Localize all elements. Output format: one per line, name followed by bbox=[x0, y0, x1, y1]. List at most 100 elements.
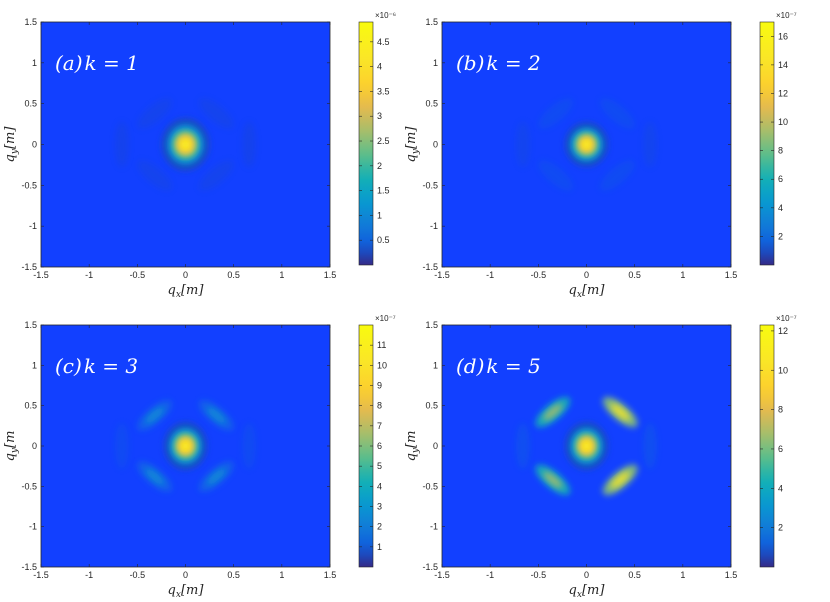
colorbar-tick-label: 8 bbox=[778, 146, 783, 156]
central-peak bbox=[565, 422, 608, 470]
colorbar-tick-label: 1 bbox=[377, 210, 382, 220]
colorbar-tick-label: 3 bbox=[377, 502, 382, 512]
colorbar bbox=[358, 21, 374, 266]
x-tick-label: 1 bbox=[680, 570, 685, 580]
y-axis-label: qy[m bbox=[3, 431, 20, 462]
x-tick-label: -0.5 bbox=[130, 570, 146, 580]
central-peak bbox=[161, 118, 210, 171]
x-tick-label: -0.5 bbox=[531, 570, 547, 580]
y-tick-label: -0.5 bbox=[422, 180, 438, 190]
ring-lobe bbox=[643, 121, 657, 168]
colorbar-tick-label: 6 bbox=[778, 174, 783, 184]
ring-lobe bbox=[137, 400, 172, 431]
colorbar-tick-label: 1 bbox=[377, 542, 382, 552]
x-tick-label: 0 bbox=[183, 270, 188, 280]
y-tick-label: -1.5 bbox=[422, 262, 438, 272]
y-tick-label: -0.5 bbox=[21, 180, 37, 190]
x-tick-label: -0.5 bbox=[531, 270, 547, 280]
ring-lobe bbox=[199, 461, 234, 492]
colorbar-tick-label: 9 bbox=[377, 381, 382, 391]
ring-lobe bbox=[115, 121, 129, 168]
x-tick-label: 1 bbox=[279, 270, 284, 280]
colorbar-tick-label: 6 bbox=[778, 444, 783, 454]
panel-title: (a) k = 1 bbox=[55, 51, 139, 75]
y-axis-label: qy[m bbox=[404, 431, 421, 462]
colorbar bbox=[759, 324, 775, 568]
x-tick-label: -1 bbox=[85, 270, 93, 280]
colorbar-multiplier: ×10⁻⁷ bbox=[375, 314, 396, 323]
y-tick-label: 1 bbox=[433, 360, 438, 370]
colorbar-tick-label: 1.5 bbox=[377, 186, 390, 196]
colorbar-tick-label: 4 bbox=[778, 483, 783, 493]
x-tick-label: -1.5 bbox=[33, 570, 49, 580]
y-tick-label: 0.5 bbox=[24, 401, 37, 411]
y-tick-label: 1 bbox=[433, 58, 438, 68]
x-tick-label: 1.5 bbox=[324, 570, 337, 580]
colorbar-tick-label: 4 bbox=[778, 203, 783, 213]
y-tick-label: 0.5 bbox=[24, 99, 37, 109]
y-axis-label: qy[m] bbox=[404, 126, 421, 163]
colorbar-tick-label: 11 bbox=[377, 340, 386, 350]
ring-lobe bbox=[137, 98, 172, 129]
colorbar-tick-label: 0.5 bbox=[377, 235, 390, 245]
colorbar-tick-label: 3.5 bbox=[377, 86, 390, 96]
y-tick-label: 0 bbox=[32, 140, 37, 150]
y-tick-label: 1.5 bbox=[24, 17, 37, 27]
x-tick-label: -1 bbox=[486, 270, 494, 280]
y-tick-label: 0 bbox=[32, 441, 37, 451]
colorbar bbox=[759, 21, 775, 266]
x-tick-label: -1 bbox=[486, 570, 494, 580]
ring-lobe bbox=[535, 396, 571, 428]
panel-title: (d) k = 5 bbox=[456, 354, 541, 378]
colorbar-tick-label: 2 bbox=[778, 523, 783, 533]
x-tick-label: 0 bbox=[584, 570, 589, 580]
colorbar-tick-label: 14 bbox=[778, 60, 788, 70]
ring-lobe bbox=[538, 98, 573, 129]
colorbar-tick-label: 2 bbox=[377, 161, 382, 171]
ring-lobe bbox=[602, 464, 638, 496]
x-tick-label: 0.5 bbox=[628, 570, 641, 580]
colorbar-tick-label: 3 bbox=[377, 111, 382, 121]
ring-lobe bbox=[115, 423, 129, 469]
x-tick-label: 1.5 bbox=[725, 270, 738, 280]
y-tick-label: 1.5 bbox=[425, 320, 438, 330]
x-tick-label: 0 bbox=[584, 270, 589, 280]
colorbar-tick-label: 16 bbox=[778, 31, 788, 41]
ring-lobe bbox=[199, 400, 234, 431]
colorbar-tick-label: 12 bbox=[778, 326, 788, 336]
ring-lobe bbox=[516, 423, 530, 469]
x-tick-label: -1 bbox=[85, 570, 93, 580]
ring-lobe bbox=[199, 160, 234, 191]
panel-title: (c) k = 3 bbox=[55, 354, 138, 378]
y-tick-label: 1.5 bbox=[425, 17, 438, 27]
central-peak bbox=[164, 422, 207, 470]
x-axis-label: qx[m] bbox=[569, 283, 606, 300]
x-axis-label: qx[m] bbox=[168, 583, 205, 600]
colorbar-tick-label: 2 bbox=[778, 231, 783, 241]
x-tick-label: -0.5 bbox=[130, 270, 146, 280]
y-tick-label: -1 bbox=[29, 221, 37, 231]
y-tick-label: -1 bbox=[430, 221, 438, 231]
colorbar-tick-label: 2 bbox=[377, 522, 382, 532]
x-tick-label: -1.5 bbox=[33, 270, 49, 280]
colorbar-multiplier: ×10⁻⁷ bbox=[776, 11, 797, 20]
x-tick-label: 0.5 bbox=[628, 270, 641, 280]
colorbar-tick-label: 4 bbox=[377, 481, 382, 491]
colorbar-tick-label: 2.5 bbox=[377, 136, 390, 146]
colorbar-multiplier: ×10⁻⁷ bbox=[776, 314, 797, 323]
y-tick-label: -0.5 bbox=[422, 481, 438, 491]
ring-lobe bbox=[199, 98, 234, 129]
ring-lobe bbox=[137, 461, 172, 492]
ring-lobe bbox=[538, 160, 573, 191]
x-tick-label: 0.5 bbox=[227, 570, 240, 580]
ring-lobe bbox=[600, 160, 635, 191]
colorbar-tick-label: 8 bbox=[778, 405, 783, 415]
x-tick-label: 1.5 bbox=[324, 270, 337, 280]
colorbar-multiplier: ×10⁻⁶ bbox=[375, 11, 396, 20]
y-tick-label: -0.5 bbox=[21, 481, 37, 491]
colorbar-tick-label: 10 bbox=[778, 365, 788, 375]
colorbar-tick-label: 10 bbox=[377, 360, 387, 370]
ring-lobe bbox=[242, 423, 256, 469]
x-tick-label: 0.5 bbox=[227, 270, 240, 280]
